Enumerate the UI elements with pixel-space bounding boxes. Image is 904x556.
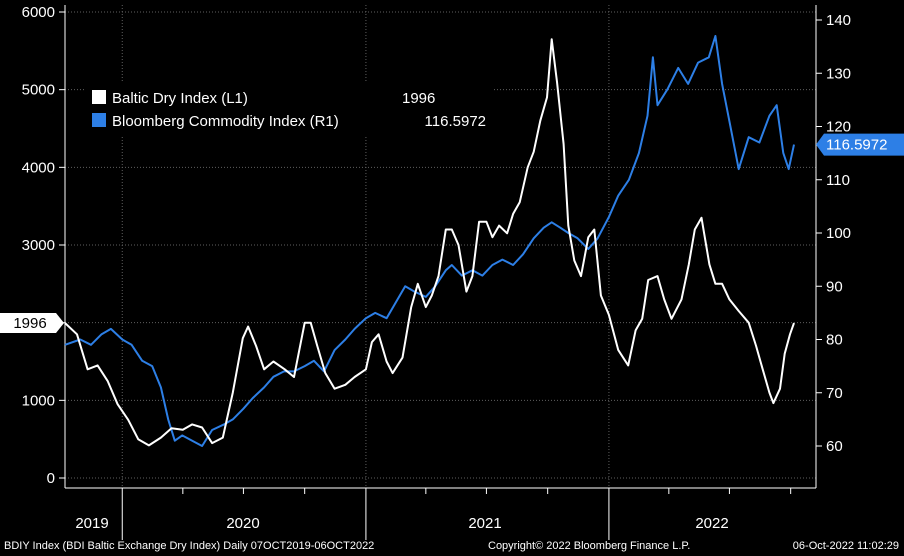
year-label: 2021	[468, 515, 501, 532]
bdi-last-value-tag	[0, 312, 64, 333]
bcom-line	[64, 35, 795, 447]
right-tick-label: 60	[826, 438, 843, 455]
year-label: 2022	[695, 515, 728, 532]
footer-timestamp: 06-Oct-2022 11:02:29	[793, 540, 899, 552]
legend: Baltic Dry Index (L1) 1996 1996 Bloomber…	[84, 81, 492, 136]
footer: BDIY Index (BDI Baltic Exchange Dry Inde…	[4, 540, 899, 552]
x-axis-years: 2019 2020 2021 2022	[75, 488, 792, 540]
legend-label-bcom: Bloomberg Commodity Index (R1)	[112, 113, 339, 130]
bcom-last-value-tag	[816, 133, 904, 156]
right-tick-label: 120	[826, 119, 851, 136]
right-tick-label: 140	[826, 12, 851, 29]
series-lines	[64, 35, 795, 447]
footer-copyright: Copyright© 2022 Bloomberg Finance L.P.	[488, 540, 690, 552]
left-tick-label: 6000	[22, 4, 55, 21]
last-value-markers: 1996 116.5972	[0, 133, 904, 333]
left-tick-label: 5000	[22, 82, 55, 99]
axes	[64, 5, 817, 489]
right-tick-label: 110	[826, 172, 850, 189]
left-tick-label: 3000	[22, 237, 55, 254]
right-tick-label: 90	[826, 278, 843, 295]
right-tick-label: 100	[826, 225, 851, 242]
legend-label-bdi: Baltic Dry Index (L1)	[112, 90, 248, 107]
legend-value-bcom: 116.5972	[425, 113, 486, 130]
legend-value-bdi-display: 1996	[402, 90, 435, 107]
right-tick-label: 70	[826, 385, 843, 402]
left-tick-label: 4000	[22, 159, 55, 176]
left-tick-label: 0	[47, 470, 55, 487]
year-label: 2020	[226, 515, 259, 532]
right-axis-ticks: 60 70 80 90 100 110 120 130 140	[816, 12, 851, 455]
left-axis-ticks: 0100020003000400050006000	[22, 4, 65, 487]
bdi-line	[64, 38, 795, 447]
footer-source: BDIY Index (BDI Baltic Exchange Dry Inde…	[4, 540, 374, 552]
legend-box	[84, 81, 492, 136]
legend-swatch-bdi	[92, 90, 106, 104]
bdi-last-value-label: 1996	[13, 315, 46, 332]
right-tick-label: 80	[826, 332, 843, 349]
left-tick-label: 1000	[22, 392, 55, 409]
bcom-last-value-label: 116.5972	[826, 137, 887, 154]
year-label: 2019	[75, 515, 108, 532]
legend-swatch-bcom	[92, 113, 106, 127]
right-tick-label: 130	[826, 65, 851, 82]
